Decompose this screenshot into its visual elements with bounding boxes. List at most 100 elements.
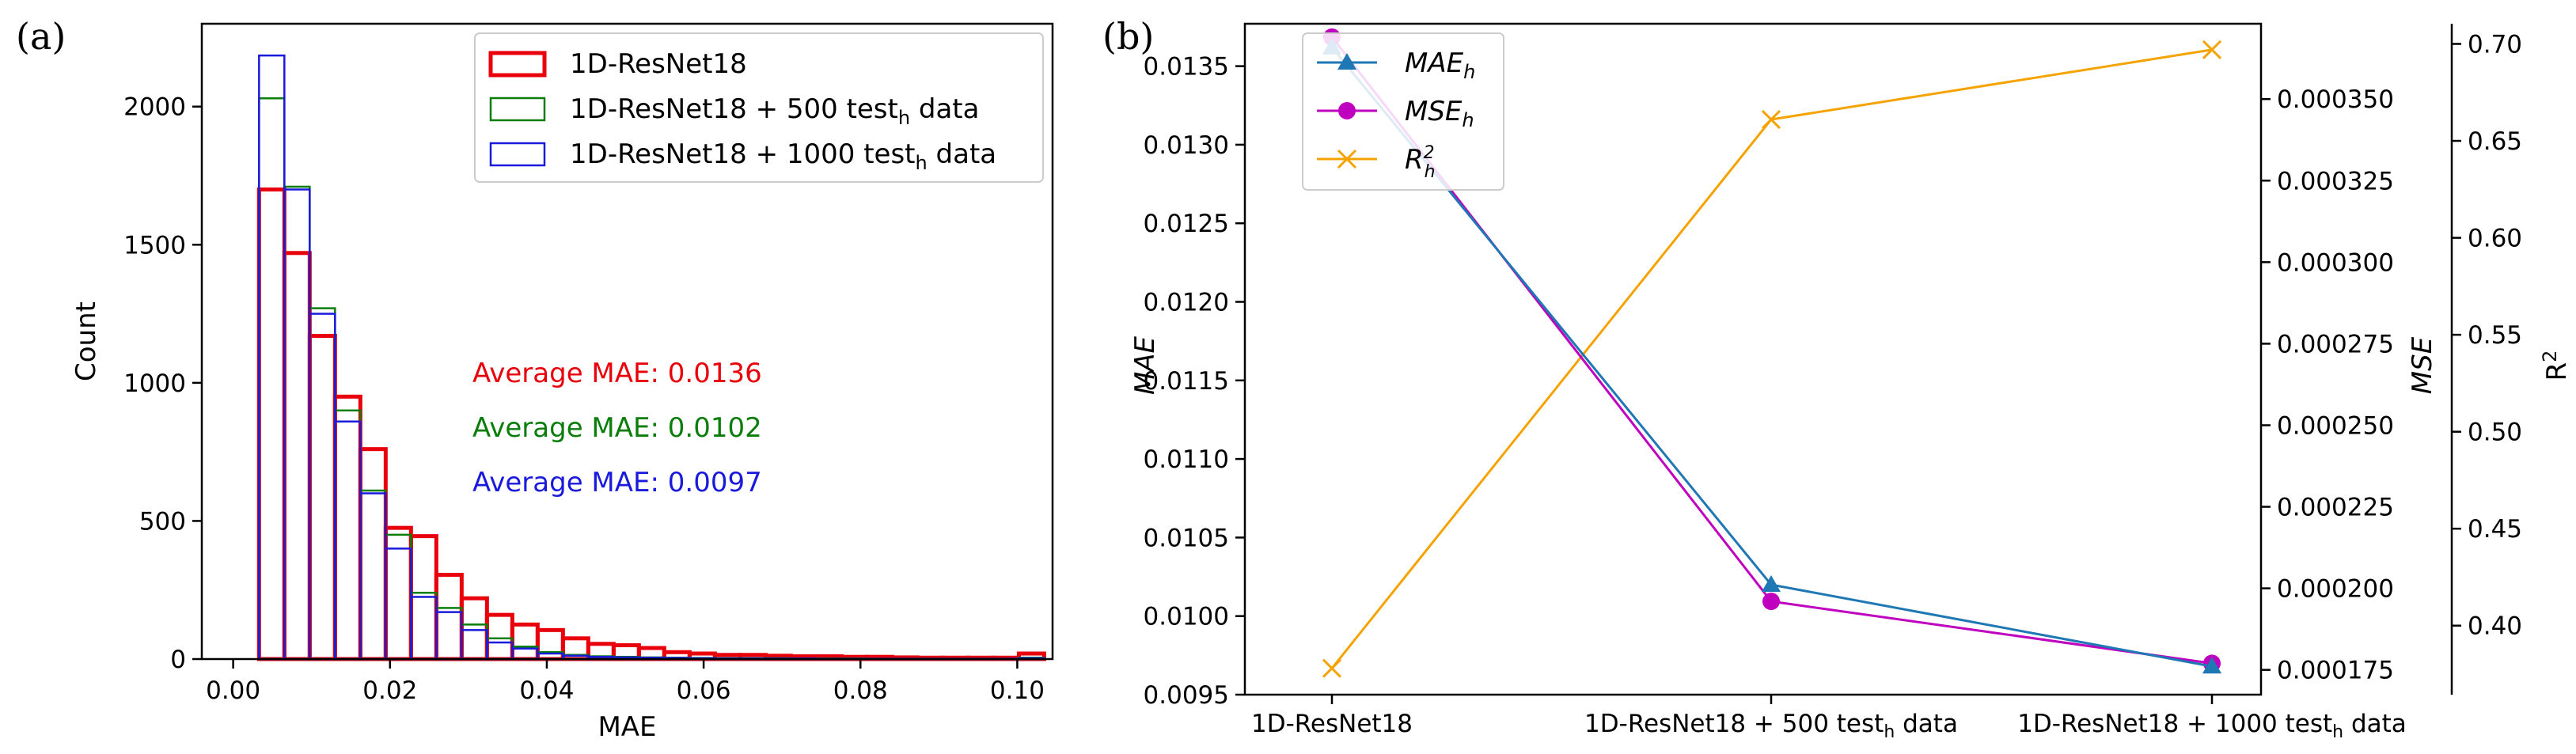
histogram-bar bbox=[435, 611, 463, 661]
histogram-bar bbox=[385, 533, 412, 661]
legend-swatch bbox=[488, 51, 547, 78]
series-point-mae bbox=[1762, 574, 1781, 592]
x-tick-label: 1D-ResNet18 bbox=[1251, 710, 1413, 738]
histogram-bar bbox=[535, 627, 565, 661]
legend-box bbox=[1302, 32, 1504, 191]
histogram-bar bbox=[461, 629, 488, 661]
histogram-bar bbox=[359, 492, 387, 661]
average-mae-annotation: Average MAE: 0.0136 bbox=[472, 358, 762, 389]
legend-label-text: data bbox=[928, 138, 996, 170]
mse-tick-label: 0.000200 bbox=[2277, 575, 2394, 604]
histogram-bar bbox=[283, 188, 311, 661]
legend-label: 1D-ResNet18 + 500 testh data bbox=[570, 93, 979, 129]
legend-marker bbox=[1337, 149, 1357, 169]
x-tick-label: 0.10 bbox=[990, 676, 1045, 705]
histogram-bar bbox=[359, 489, 387, 661]
histogram-bar bbox=[486, 637, 514, 661]
histogram-bar bbox=[410, 591, 438, 661]
y-tick-label: 500 bbox=[139, 507, 186, 536]
r2-tick-label: 0.65 bbox=[2468, 127, 2522, 156]
x-tick-label: 0.00 bbox=[206, 676, 260, 705]
legend-label-sub: h bbox=[1462, 109, 1474, 131]
series-point-mse bbox=[1762, 593, 1780, 611]
legend-label-text: 1D-ResNet18 + 1000 test bbox=[570, 138, 916, 170]
x-tick-label: 0.06 bbox=[677, 676, 731, 705]
histogram-bar bbox=[309, 313, 336, 661]
r2-axis-title-sup: 2 bbox=[2539, 350, 2561, 362]
legend-label-sub: h bbox=[1463, 61, 1475, 83]
y-tick-label: 1000 bbox=[123, 369, 186, 398]
r2-axis-title: R2 bbox=[2539, 350, 2573, 381]
mae-axis-title: MAE bbox=[1129, 335, 1161, 395]
histogram-bar bbox=[307, 334, 337, 661]
mae-tick-label: 0.0110 bbox=[1144, 445, 1229, 474]
histogram-bar bbox=[256, 187, 286, 661]
legend-label: MAEh bbox=[1405, 47, 1475, 83]
r2-tick-label: 0.40 bbox=[2468, 612, 2522, 641]
legend-label-text: 1D-ResNet18 + 500 test bbox=[570, 93, 898, 125]
histogram-chart: 0.00 0.02 0.04 0.06 0.08 0.10 0 500 1000 1500 2000… bbox=[70, 22, 1054, 743]
r2-tick-label: 0.50 bbox=[2468, 419, 2522, 447]
legend-label-text: MSE bbox=[1405, 96, 1463, 127]
histogram-bar bbox=[383, 525, 413, 661]
r2-tick-label: 0.55 bbox=[2468, 321, 2522, 350]
average-mae-annotation: Average MAE: 0.0102 bbox=[472, 412, 762, 444]
mse-tick-label: 0.000225 bbox=[2277, 494, 2394, 522]
legend-swatch bbox=[489, 97, 546, 122]
legend-swatch bbox=[489, 142, 546, 167]
x-tick-label-sub: h bbox=[1884, 722, 1895, 742]
legend-label-text: MAE bbox=[1405, 47, 1464, 79]
histogram-bar bbox=[484, 612, 514, 661]
x-tick-label-text: data bbox=[2343, 710, 2407, 738]
mse-tick-label: 0.000175 bbox=[2277, 657, 2394, 685]
r2-tick-label: 0.70 bbox=[2468, 30, 2522, 59]
mae-tick-label: 0.0115 bbox=[1144, 367, 1229, 396]
legend-label: 1D-ResNet18 bbox=[570, 48, 747, 80]
r2-tick-label: 0.45 bbox=[2468, 515, 2522, 544]
mse-tick-label: 0.000350 bbox=[2277, 85, 2394, 114]
x-tick-label: 1D-ResNet18 + 1000 testh data bbox=[2017, 710, 2407, 742]
x-tick-label: 0.04 bbox=[519, 676, 574, 705]
legend-label-text: 1D-ResNet18 bbox=[570, 48, 747, 80]
histogram-bar bbox=[435, 607, 463, 661]
legend-label: 1D-ResNet18 + 1000 testh data bbox=[570, 138, 996, 174]
mae-tick-label: 0.0100 bbox=[1144, 603, 1229, 631]
histogram-bar bbox=[282, 251, 312, 661]
legend-label: MSEh bbox=[1405, 96, 1474, 131]
histogram-bar bbox=[486, 641, 514, 661]
histogram-bar bbox=[258, 97, 286, 661]
histogram-bar bbox=[434, 573, 464, 661]
legend-label-text: data bbox=[910, 93, 979, 125]
series-point-r2 bbox=[1761, 110, 1781, 130]
x-tick-label-text: 1D-ResNet18 bbox=[1251, 710, 1413, 738]
histogram-bar bbox=[510, 622, 540, 661]
x-tick-label-text: 1D-ResNet18 + 1000 test bbox=[2017, 710, 2332, 738]
legend-marker bbox=[1338, 102, 1356, 119]
x-axis-title: MAE bbox=[598, 711, 656, 743]
histogram-bar bbox=[309, 307, 336, 661]
legend-label-sub: h bbox=[898, 107, 910, 129]
x-tick-label-sub: h bbox=[2332, 722, 2343, 742]
legend-label: R2 h bbox=[1405, 143, 1436, 182]
plot-frame bbox=[1243, 22, 2263, 696]
x-tick-label: 1D-ResNet18 + 500 testh data bbox=[1584, 710, 1958, 742]
mse-tick-label: 0.000250 bbox=[2277, 411, 2394, 440]
series-point-r2 bbox=[2202, 40, 2222, 59]
y-tick-label: 2000 bbox=[123, 93, 186, 122]
mae-tick-label: 0.0105 bbox=[1144, 524, 1229, 552]
series-point-mae bbox=[2202, 657, 2221, 674]
legend-marker bbox=[1337, 53, 1356, 70]
mse-axis-title: MSE bbox=[2407, 336, 2438, 394]
mse-tick-label: 0.000325 bbox=[2277, 167, 2394, 195]
x-tick-label: 0.08 bbox=[833, 676, 888, 705]
legend-label-sub: h bbox=[916, 152, 928, 174]
metrics-line-chart: 1D-ResNet18 1D-ResNet18 + 500 testh data 1… bbox=[1129, 22, 2573, 742]
average-mae-annotation: Average MAE: 0.0097 bbox=[472, 467, 762, 498]
histogram-bar bbox=[334, 409, 362, 661]
histogram-bar bbox=[283, 185, 311, 661]
histogram-bar bbox=[258, 54, 286, 661]
y-tick-label: 0 bbox=[170, 646, 186, 674]
